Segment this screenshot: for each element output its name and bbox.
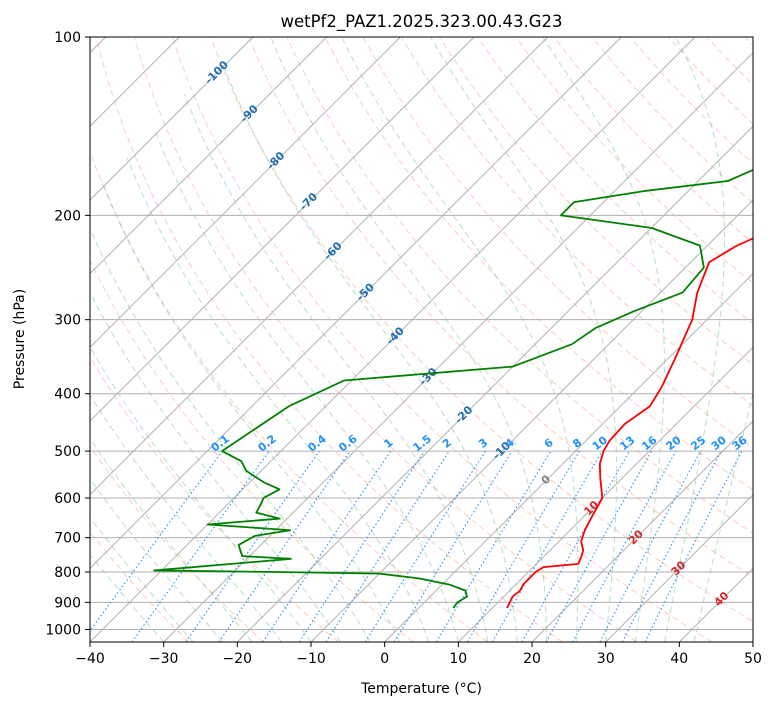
dry-adiabat (90, 445, 264, 642)
y-tick-label: 800 (54, 565, 81, 581)
isotherm-line (90, 37, 401, 348)
y-tick-label: 300 (54, 313, 81, 329)
x-axis-title: Temperature (°C) (360, 681, 482, 697)
isotherm-line (605, 494, 753, 642)
isotherm-line (90, 37, 622, 569)
mixing-ratio-line (262, 450, 392, 642)
mixing-ratio-line (90, 450, 223, 632)
dry-adiabat (95, 37, 563, 642)
x-axis: −40 −30 −20 −10 0 10 20 30 40 50 (75, 642, 762, 667)
moist-adiabat (90, 478, 223, 642)
isotherm-line (237, 125, 753, 642)
moist-adiabat (221, 61, 518, 642)
moist-adiabat (430, 37, 618, 642)
temperature-profile (506, 237, 753, 609)
isotherm-line (90, 37, 696, 642)
x-tick-label: 20 (523, 651, 541, 667)
moist-adiabat (101, 180, 400, 642)
y-tick-label: 400 (54, 387, 81, 403)
moist-adiabat (90, 437, 253, 642)
x-tick-label: 50 (744, 651, 762, 667)
dry-adiabat (210, 37, 753, 623)
isotherm-line (310, 199, 753, 642)
mixing-ratio-line (325, 450, 450, 642)
x-tick-label: −20 (223, 651, 253, 667)
x-tick-label: −10 (296, 651, 326, 667)
x-tick-label: 10 (449, 651, 467, 667)
dewpoint-profile (153, 168, 753, 609)
dry-adiabat (133, 37, 638, 642)
background-lines (90, 37, 753, 642)
moist-adiabat (90, 553, 165, 642)
isotherm-line (163, 52, 753, 642)
y-tick-label: 100 (54, 30, 81, 46)
mixing-ratio-line (131, 450, 270, 642)
y-axis: 100 200 300 400 500 600 700 800 900 1000 (45, 30, 90, 638)
mixing-ratio-line (572, 450, 677, 642)
mixing-ratio-line (298, 450, 425, 642)
moist-adiabat (90, 291, 341, 642)
dry-adiabat (515, 37, 753, 284)
plot-background (90, 37, 753, 642)
y-axis-title: Pressure (hPa) (12, 289, 28, 389)
isotherm-line (384, 273, 753, 642)
y-tick-label: 500 (54, 444, 81, 460)
dry-adiabat (248, 37, 753, 578)
mixing-ratio-line (644, 450, 743, 642)
mixing-ratio-line (185, 450, 320, 642)
plot-frame (89, 36, 754, 643)
y-tick-label: 900 (54, 595, 81, 611)
moist-adiabat (90, 516, 194, 642)
mixing-ratio-line (218, 450, 351, 642)
mixing-ratio-line (521, 450, 630, 642)
chart-title: wetPf2_PAZ1.2025.323.00.43.G23 (280, 12, 562, 32)
mixing-ratio-line (545, 450, 653, 642)
moist-adiabat (341, 37, 579, 642)
moist-adiabat (90, 227, 371, 642)
x-tick-label: −30 (149, 651, 179, 667)
y-tick-label: 600 (54, 491, 81, 507)
isotherm-line (458, 346, 753, 642)
mixing-ratio-line (393, 450, 513, 642)
y-tick-label: 700 (54, 531, 81, 547)
dry-adiabat (324, 37, 753, 491)
isotherm-line (531, 420, 753, 642)
isotherm-line (90, 37, 548, 496)
moist-adiabat (693, 390, 753, 642)
x-tick-label: 40 (670, 651, 688, 667)
dry-adiabat (286, 37, 753, 534)
moist-adiabat (90, 394, 282, 642)
moist-adiabat (184, 94, 489, 642)
x-tick-label: −40 (75, 651, 105, 667)
isotherm-line (90, 37, 475, 422)
x-tick-label: 0 (380, 651, 389, 667)
moist-adiabat (542, 37, 665, 642)
profile-lines (153, 168, 753, 609)
dry-adiabat (171, 37, 712, 642)
isotherm-line (90, 37, 254, 201)
moist-adiabat (90, 345, 312, 642)
y-tick-label: 200 (54, 208, 81, 224)
x-tick-label: 30 (597, 651, 615, 667)
y-tick-label: 1000 (45, 622, 81, 638)
dry-adiabat (90, 356, 339, 642)
moist-adiabat (664, 37, 726, 642)
dry-adiabat (90, 259, 414, 642)
isotherm-line (90, 37, 327, 275)
moist-adiabat (270, 37, 548, 642)
